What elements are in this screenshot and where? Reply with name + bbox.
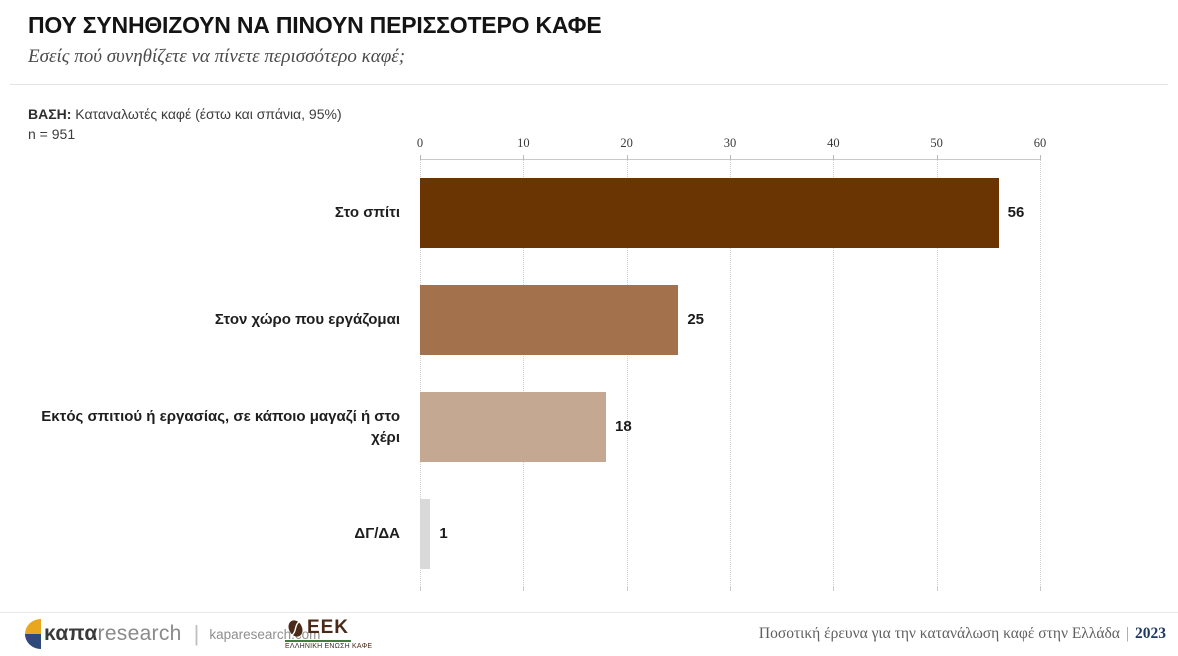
bar-track: 18	[420, 391, 1040, 462]
kapa-icon-top	[25, 619, 41, 634]
chart-row: Εκτός σπιτιού ή εργασίας, σε κάποιο μαγα…	[28, 373, 1158, 480]
axis-tickmark-bottom	[730, 587, 731, 591]
footer-divider	[0, 612, 1178, 613]
bar	[420, 391, 606, 462]
bar-track: 25	[420, 284, 1040, 355]
gridline	[626, 160, 628, 587]
axis-tickmark-bottom	[420, 587, 421, 591]
chart-row: ΔΓ/ΔΑ 1	[28, 480, 1158, 587]
category-label: ΔΓ/ΔΑ	[354, 525, 400, 542]
footer-source-text: Ποσοτική έρευνα για την κατανάλωση καφέ …	[759, 625, 1166, 643]
value-label: 56	[1007, 204, 1025, 221]
bar	[420, 284, 679, 355]
gridline	[833, 160, 835, 587]
eek-name: EEK	[306, 617, 350, 638]
base-note: ΒΑΣΗ: Καταναλωτές καφέ (έστω και σπάνια,…	[28, 104, 342, 144]
gridline	[1040, 160, 1041, 587]
header-divider	[10, 84, 1168, 85]
value-label: 18	[615, 418, 632, 435]
source-text: Ποσοτική έρευνα για την κατανάλωση καφέ …	[758, 625, 1120, 642]
category-label: Στον χώρο που εργάζομαι	[214, 311, 400, 328]
axis-tickmark-top	[730, 155, 731, 160]
base-note-text: Καταναλωτές καφέ (έστω και σπάνια, 95%)	[71, 106, 342, 122]
gridline	[523, 160, 525, 587]
axis-tickmark-bottom	[936, 587, 938, 591]
axis-tick-label: 30	[723, 136, 737, 150]
source-year: 2023	[1135, 625, 1166, 642]
axis-tickmark-bottom	[626, 587, 628, 591]
eek-subtitle: ΕΛΛΗΝΙΚΗ ΕΝΩΣΗ ΚΑΦΕ	[285, 643, 373, 650]
axis-tick-label: 60	[1033, 136, 1047, 150]
chart-row: Στον χώρο που εργάζομαι 25	[28, 266, 1158, 373]
eek-logo: EEK ΕΛΛΗΝΙΚΗ ΕΝΩΣΗ ΚΑΦΕ	[285, 617, 373, 650]
value-label: 25	[687, 311, 705, 328]
page-title: ΠΟΥ ΣΥΝΗΘΙΖΟΥΝ ΝΑ ΠΙΝΟΥΝ ΠΕΡΙΣΣΟΤΕΡΟ ΚΑΦ…	[28, 12, 602, 38]
value-label: 1	[439, 525, 448, 542]
axis-tick-label: 40	[827, 136, 840, 150]
plot-area	[420, 155, 1041, 591]
gridline	[730, 160, 731, 587]
kapa-logo-icon	[25, 619, 41, 649]
coffee-bean-icon	[288, 619, 303, 637]
axis-tick-label: 0	[416, 136, 424, 150]
axis-tick-label: 20	[620, 136, 633, 150]
gridline	[936, 160, 938, 587]
base-note-line: ΒΑΣΗ: Καταναλωτές καφέ (έστω και σπάνια,…	[28, 104, 342, 124]
bar	[420, 498, 431, 569]
kapa-brand-bold: καπα	[44, 622, 98, 645]
kapa-research-logo: καπαresearch | kaparesearch.com	[25, 619, 320, 649]
footer: καπαresearch | kaparesearch.com EEK ΕΛΛΗ…	[0, 613, 1178, 656]
kapa-icon-bottom	[25, 634, 41, 649]
kapa-brand-light: research	[97, 622, 182, 645]
chart-row: Στο σπίτι 56	[28, 159, 1158, 266]
chart-rows: Στο σπίτι 56 Στον χώρο που εργάζομαι 25 Εκτό…	[28, 159, 1158, 587]
axis-tick-label: 10	[517, 136, 530, 150]
page-subtitle: Εσείς πού συνηθίζετε να πίνετε περισσότε…	[28, 46, 406, 67]
axis-tickmark-bottom	[833, 587, 835, 591]
eek-logo-top: EEK	[285, 617, 351, 639]
source-separator: |	[1125, 625, 1129, 642]
base-note-label: ΒΑΣΗ:	[28, 106, 72, 122]
kapa-brand-text: καπαresearch	[44, 622, 182, 646]
axis-tickmark-top	[1040, 155, 1041, 160]
header: ΠΟΥ ΣΥΝΗΘΙΖΟΥΝ ΝΑ ΠΙΝΟΥΝ ΠΕΡΙΣΣΟΤΕΡΟ ΚΑΦ…	[28, 12, 602, 68]
axis-tickmark-top	[936, 155, 938, 160]
eek-green-line	[285, 640, 351, 642]
axis-tick-label: 50	[930, 136, 943, 150]
bar-track: 1	[420, 498, 1040, 569]
axis-tickmark-top	[523, 155, 525, 160]
category-label: Εκτός σπιτιού ή εργασίας, σε κάποιο μαγα…	[41, 407, 400, 446]
axis-tickmark-top	[420, 155, 421, 160]
axis-tickmark-bottom	[523, 587, 525, 591]
bar-track: 56	[420, 177, 1040, 248]
x-axis-tick-labels: 0 10 20 30 40 50 60	[416, 136, 1046, 152]
axis-tickmark-bottom	[1040, 587, 1041, 591]
kapa-separator: |	[193, 621, 200, 646]
sample-size: n = 951	[28, 126, 76, 142]
gridline	[420, 160, 421, 587]
bar	[420, 177, 999, 248]
category-label: Στο σπίτι	[334, 204, 400, 221]
axis-tickmark-top	[626, 155, 628, 160]
axis-tickmark-top	[833, 155, 835, 160]
